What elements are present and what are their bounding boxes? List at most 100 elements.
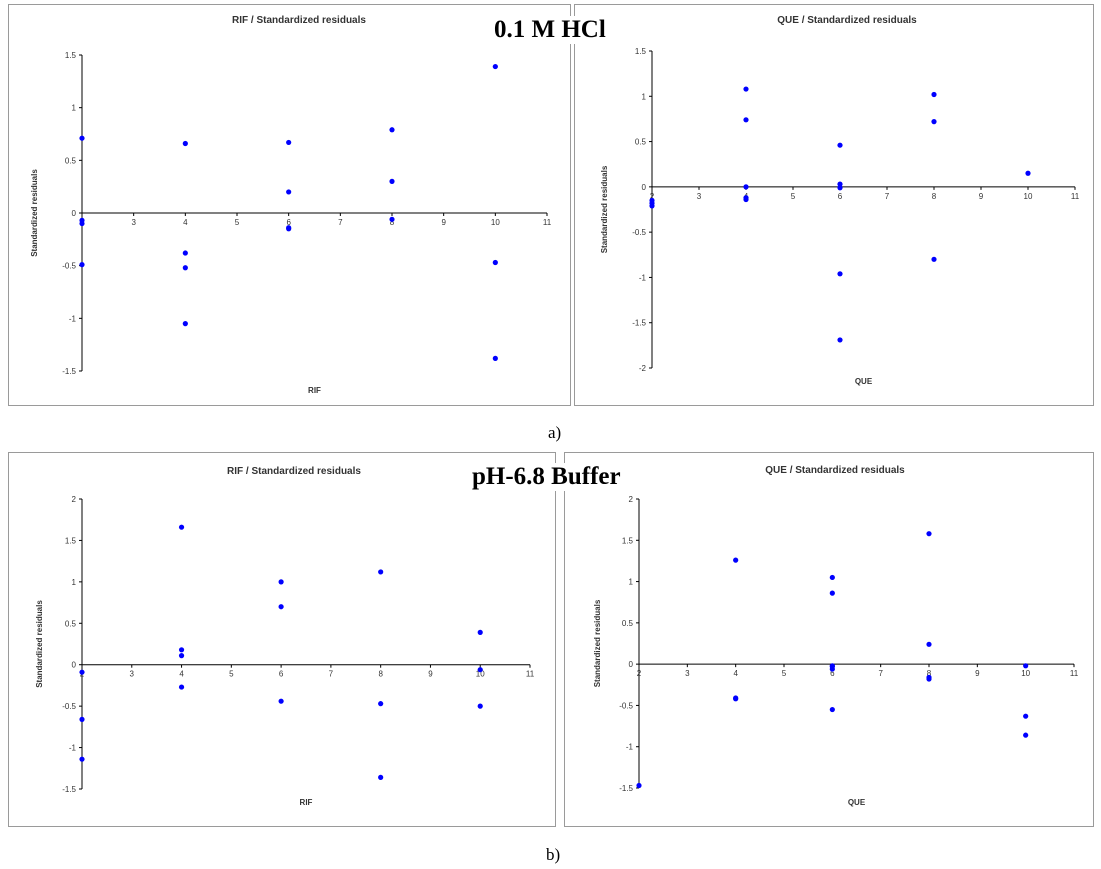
x-tick-label: 10 — [1021, 669, 1030, 678]
data-point — [389, 178, 395, 184]
y-tick-label: 0 — [629, 660, 634, 669]
x-tick-label: 7 — [329, 670, 334, 679]
x-tick-label: 3 — [697, 192, 702, 201]
y-tick-label: 1 — [72, 104, 77, 113]
x-tick-label: 9 — [975, 669, 980, 678]
data-point — [931, 119, 937, 125]
data-point — [1023, 713, 1029, 719]
x-tick-label: 8 — [932, 192, 937, 201]
y-tick-label: 1.5 — [65, 536, 77, 545]
y-tick-label: 1.5 — [635, 47, 647, 56]
y-tick-label: 1 — [72, 578, 77, 587]
chart-panel-b-rif: RIF / Standardized residuals -1.5 -1 -0.5 0 0… — [8, 452, 556, 827]
x-tick-label: 9 — [441, 218, 446, 227]
x-tick-label: 3 — [685, 669, 690, 678]
y-tick-label: 1.5 — [622, 536, 634, 545]
y-tick-label: -0.5 — [62, 702, 76, 711]
data-point — [733, 696, 739, 702]
y-tick-label: -1.5 — [632, 319, 646, 328]
y-tick-label: 0 — [72, 209, 77, 218]
data-point — [286, 226, 292, 232]
chart-a-rif: RIF / Standardized residuals -1.5 -1 -0.5 0 0… — [30, 15, 552, 395]
data-point — [378, 701, 384, 707]
y-tick-label: 2 — [72, 495, 77, 504]
data-point — [182, 265, 188, 271]
y-axis-title: Standardized residuals — [600, 165, 609, 253]
y-tick-label: -1.5 — [62, 367, 76, 376]
x-axis-title: QUE — [855, 377, 873, 386]
x-tick-label: 6 — [830, 669, 835, 678]
data-point — [378, 774, 384, 780]
condition-label-buffer: pH-6.8 Buffer — [470, 463, 623, 491]
x-axis-title: RIF — [308, 386, 321, 395]
data-point — [837, 185, 843, 191]
data-point — [837, 142, 843, 148]
x-tick-label: 8 — [378, 670, 383, 679]
y-tick-label: 1.5 — [65, 51, 77, 60]
y-tick-label: -1 — [626, 743, 634, 752]
x-tick-label: 5 — [791, 192, 796, 201]
y-tick-label: 1 — [642, 92, 647, 101]
x-tick-label: 9 — [428, 670, 433, 679]
data-point — [178, 524, 185, 530]
chart-panel-b-que: QUE / Standardized residuals -1.5 -1 -0.5 0 0… — [564, 452, 1094, 827]
data-point — [378, 569, 384, 575]
data-point — [743, 117, 749, 123]
y-axis-title: Standardized residuals — [593, 599, 602, 687]
x-tick-label: 7 — [338, 218, 343, 227]
y-tick-label: 2 — [629, 495, 634, 504]
data-point — [931, 256, 937, 262]
data-point — [79, 756, 85, 762]
subfigure-label-b: b) — [546, 845, 561, 864]
chart-title: RIF / Standardized residuals — [232, 15, 366, 26]
x-axis-title: RIF — [300, 798, 313, 807]
data-point — [837, 271, 843, 277]
x-tick-label: 4 — [183, 218, 188, 227]
y-tick-label: -1 — [69, 744, 77, 753]
y-tick-label: 0.5 — [65, 619, 77, 628]
x-tick-label: 2 — [637, 669, 642, 678]
data-point — [79, 716, 85, 722]
x-tick-label: 6 — [279, 670, 284, 679]
x-tick-label: 11 — [526, 670, 535, 679]
condition-label-hcl: 0.1 M HCl — [492, 16, 608, 44]
data-point — [829, 666, 835, 672]
x-tick-label: 8 — [390, 218, 395, 227]
y-tick-label: 1 — [629, 578, 634, 587]
x-tick-label: 11 — [1070, 669, 1079, 678]
data-point — [389, 127, 395, 133]
y-tick-label: -0.5 — [632, 228, 646, 237]
x-tick-label: 7 — [885, 192, 890, 201]
data-point — [1025, 170, 1031, 176]
chart-title: QUE / Standardized residuals — [777, 15, 917, 26]
y-tick-label: 0 — [72, 661, 77, 670]
data-point — [477, 703, 483, 709]
data-point — [649, 203, 655, 209]
data-point — [492, 355, 498, 361]
chart-panel-a-que: QUE / Standardized residuals -2 -1.5 -1 -0.5… — [574, 4, 1094, 406]
y-tick-label: -1 — [639, 273, 647, 282]
data-point — [477, 629, 483, 635]
data-point — [286, 189, 292, 195]
data-point — [931, 91, 937, 98]
data-point — [477, 667, 483, 673]
x-tick-label: 3 — [131, 218, 136, 227]
y-axis-title: Standardized residuals — [35, 600, 44, 688]
x-tick-label: 7 — [878, 669, 883, 678]
data-point — [286, 139, 292, 146]
x-tick-label: 4 — [179, 670, 184, 679]
x-tick-label: 5 — [235, 218, 240, 227]
y-tick-label: -2 — [639, 364, 647, 373]
chart-title: RIF / Standardized residuals — [227, 466, 361, 477]
data-point — [182, 250, 188, 256]
y-tick-label: -1.5 — [62, 785, 76, 794]
data-point — [79, 262, 85, 268]
x-tick-label: 5 — [782, 669, 787, 678]
data-point — [743, 184, 749, 190]
data-point — [743, 86, 749, 92]
data-point — [182, 321, 188, 327]
data-point — [182, 140, 188, 147]
chart-a-que: QUE / Standardized residuals -2 -1.5 -1 -0.5… — [600, 15, 1080, 386]
y-tick-label: 0.5 — [622, 619, 634, 628]
data-point — [79, 135, 85, 141]
